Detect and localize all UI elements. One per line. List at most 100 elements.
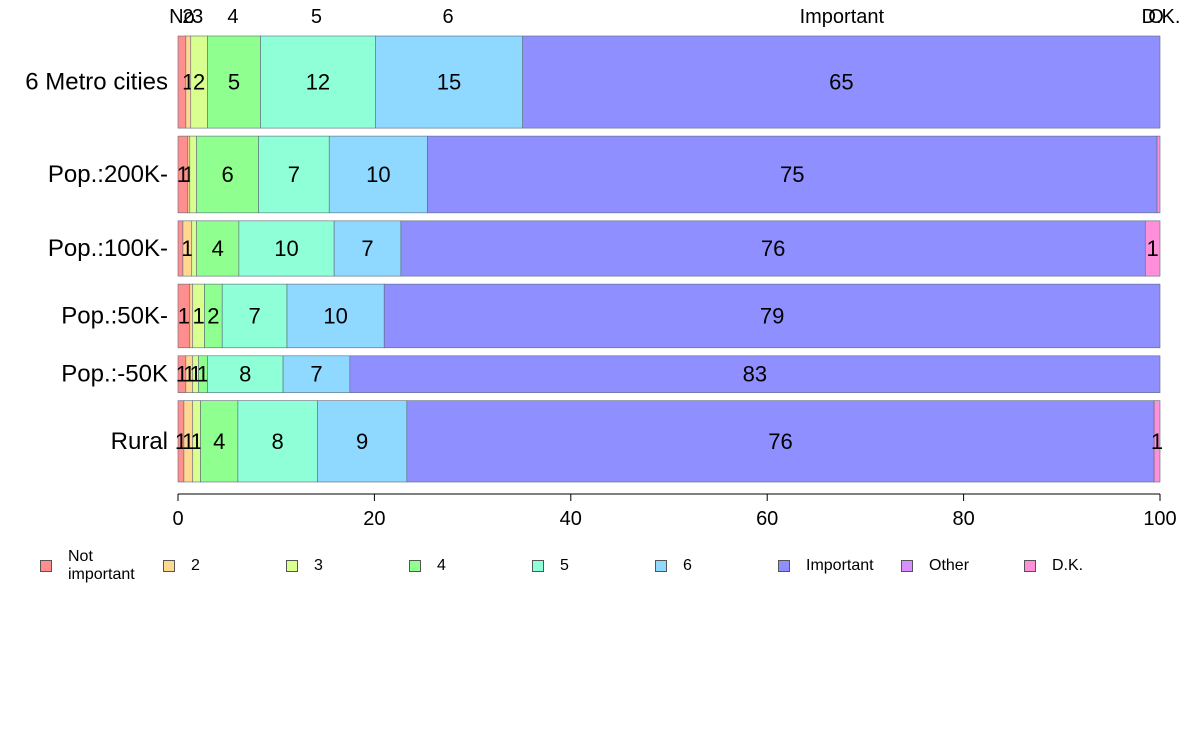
bar-segment — [522, 35, 1161, 129]
legend-item: Important — [778, 546, 874, 586]
segment-value-label: 5 — [228, 70, 240, 95]
segment-value-label: 1 — [177, 162, 189, 187]
bar-segment — [200, 400, 239, 483]
category-label: Pop.:-50K — [61, 361, 168, 388]
legend-item: Not important — [40, 546, 135, 586]
top-series-label: 6 — [442, 6, 453, 28]
segment-value-label: 6 — [221, 162, 233, 187]
legend-label: 5 — [560, 557, 569, 574]
segment-value-label: 79 — [760, 303, 784, 328]
legend-item: 3 — [286, 546, 323, 586]
segment-value-label: 1 — [1147, 236, 1159, 261]
legend-label: D.K. — [1052, 557, 1084, 574]
legend-swatch — [778, 560, 790, 572]
bar-segment — [400, 220, 1146, 277]
segment-value-label: 15 — [437, 70, 461, 95]
bar-segment — [317, 400, 408, 483]
legend-item: 6 — [655, 546, 692, 586]
segment-value-label: 75 — [780, 162, 804, 187]
category-label: Pop.:50K- — [61, 302, 168, 329]
segment-value-label: 1 — [183, 362, 195, 387]
legend-swatch — [409, 560, 421, 572]
bar-segment — [286, 283, 385, 349]
segment-value-label: 10 — [323, 303, 347, 328]
x-tick-label: 0 — [172, 508, 183, 530]
segment-value-label: 10 — [274, 236, 298, 261]
bar-segment — [237, 400, 318, 483]
legend-item: Other — [901, 546, 969, 586]
legend-label: 4 — [437, 557, 446, 574]
segment-value-label: 4 — [212, 236, 224, 261]
segment-value-label: 7 — [310, 362, 322, 387]
category-label: Pop.:100K- — [48, 235, 168, 262]
segment-value-label: 1 — [197, 362, 209, 387]
legend-swatch — [1024, 560, 1036, 572]
top-series-label: 5 — [311, 6, 322, 28]
bar-segment — [189, 135, 197, 214]
bar-segment — [196, 135, 259, 214]
segment-value-label: 2 — [207, 303, 219, 328]
bar-segment — [207, 35, 261, 129]
bar-segment — [383, 283, 1161, 349]
segment-value-label: 1 — [176, 362, 188, 387]
y-axis-labels: 6 Metro cities Pop.:200K- Pop.:100K- Pop.:5… — [25, 69, 168, 455]
segment-value-label: 1 — [181, 236, 193, 261]
bar-segment — [349, 355, 1161, 393]
bar-segment — [427, 135, 1158, 214]
x-tick-label: 40 — [560, 508, 582, 530]
legend-swatch — [163, 560, 175, 572]
segment-value-label: 10 — [366, 162, 390, 187]
bar-segment — [282, 355, 351, 393]
segment-value-label: 9 — [356, 429, 368, 454]
bar-segment — [221, 283, 288, 349]
segment-value-label: 1 — [182, 429, 194, 454]
legend-swatch — [40, 560, 52, 572]
segment-value-label: 1 — [178, 303, 190, 328]
bar-segment — [207, 355, 284, 393]
segment-value-label: 7 — [248, 303, 260, 328]
legend-item: D.K. — [1024, 546, 1083, 586]
top-series-label: D.K. — [1142, 6, 1181, 28]
legend-label: 3 — [314, 557, 323, 574]
bar-segment — [196, 220, 240, 277]
segment-value-label: 8 — [272, 429, 284, 454]
x-tick-label: 80 — [952, 508, 974, 530]
segment-value-label: 1 — [191, 429, 203, 454]
segment-value-label: 12 — [306, 70, 330, 95]
segment-value-label: 2 — [193, 70, 205, 95]
legend-label: Important — [806, 557, 874, 574]
top-series-label: O — [1148, 6, 1164, 28]
bar-segment — [260, 35, 376, 129]
top-series-label: 4 — [227, 6, 238, 28]
legend-swatch — [286, 560, 298, 572]
bar-segment — [328, 135, 428, 214]
legend: Not important 2 3 4 5 6 Important Other D.K. — [40, 546, 1180, 586]
segment-value-label: 4 — [213, 429, 225, 454]
top-series-label: Important — [800, 6, 885, 28]
category-label: Rural — [111, 428, 168, 455]
bar-segment — [333, 220, 402, 277]
legend-item: 5 — [532, 546, 569, 586]
category-label: 6 Metro cities — [25, 69, 168, 96]
top-series-label: 3 — [192, 6, 203, 28]
top-series-label: 2 — [182, 6, 193, 28]
segment-value-label: 65 — [829, 70, 853, 95]
legend-swatch — [655, 560, 667, 572]
segment-value-label: 83 — [743, 362, 767, 387]
x-tick-label: 20 — [363, 508, 385, 530]
segment-value-label: 7 — [361, 236, 373, 261]
legend-item: 4 — [409, 546, 446, 586]
legend-label: Other — [929, 557, 970, 574]
legend-swatch — [532, 560, 544, 572]
bar-segment — [1144, 220, 1161, 277]
category-label: Pop.:200K- — [48, 161, 168, 188]
segment-value-label: 1 — [192, 303, 204, 328]
bar-segment — [1153, 400, 1161, 483]
bar-segment — [258, 135, 330, 214]
top-series-label: No — [169, 6, 195, 28]
bar-segment — [375, 35, 523, 129]
legend-label: Not important — [68, 548, 135, 583]
